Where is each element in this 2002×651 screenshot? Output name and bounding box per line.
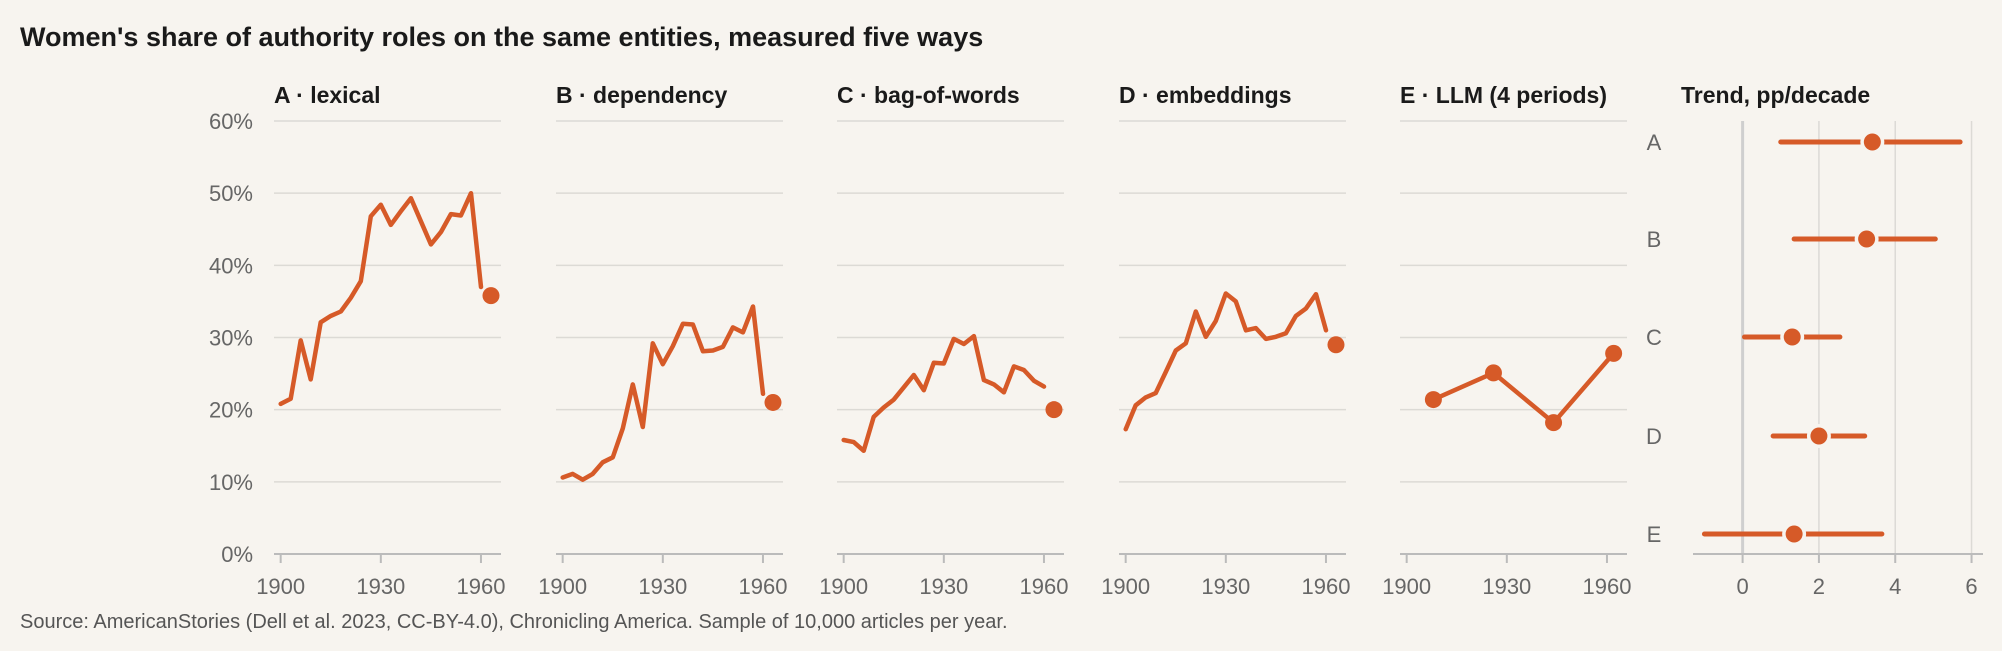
- x-tick-label: 1900: [538, 574, 587, 599]
- y-tick-label: 40%: [209, 253, 253, 278]
- category-label: B: [1647, 227, 1662, 252]
- x-tick-label: 2: [1813, 574, 1825, 599]
- estimate-point: [1810, 427, 1828, 445]
- estimate-point: [1783, 328, 1801, 346]
- series-line: [841, 333, 1047, 454]
- panel-d: D · embeddings 1900 1930 1960: [1101, 82, 1350, 599]
- y-tick-label: 10%: [209, 470, 253, 495]
- panel-c: C · bag-of-words 1900 1930 1960: [819, 82, 1068, 599]
- x-tick-label: 1930: [1201, 574, 1250, 599]
- x-tick-label: 1900: [1382, 574, 1431, 599]
- panel-title: Trend, pp/decade: [1681, 82, 1870, 108]
- endpoint-marker: [1045, 401, 1063, 419]
- y-tick-label: 50%: [209, 181, 253, 206]
- panel-title: B · dependency: [556, 82, 727, 108]
- panel-title: E · LLM (4 periods): [1400, 82, 1607, 108]
- x-tick-label: 1960: [456, 574, 505, 599]
- series-line: [560, 304, 766, 482]
- estimate-point: [1785, 525, 1803, 543]
- endpoint-marker: [1327, 336, 1345, 354]
- x-tick-label: 1900: [819, 574, 868, 599]
- x-tick-label: 1960: [1019, 574, 1068, 599]
- x-tick-label: 1930: [638, 574, 687, 599]
- chart-panels: A · lexical 1900 1930 1960 0% 10% 20% 30% 40% 50%…: [209, 82, 1983, 599]
- panel-trend: Trend, pp/decade 0 2 4 6 A B C D E: [1646, 82, 1983, 599]
- estimate-point: [1863, 133, 1881, 151]
- category-label: C: [1646, 325, 1662, 350]
- data-point: [1545, 414, 1563, 432]
- x-tick-label: 1930: [919, 574, 968, 599]
- endpoint-marker: [764, 393, 782, 411]
- x-tick-label: 1960: [1582, 574, 1631, 599]
- x-tick-label: 1930: [356, 574, 405, 599]
- series-line: [1431, 351, 1616, 425]
- data-point: [1484, 364, 1502, 382]
- x-tick-label: 1900: [1101, 574, 1150, 599]
- panel-e: E · LLM (4 periods) 1900 1930 1960: [1382, 82, 1631, 599]
- x-tick-label: 1960: [738, 574, 787, 599]
- y-tick-label: 60%: [209, 109, 253, 134]
- panel-b: B · dependency 1900 1930 1960: [538, 82, 787, 599]
- category-label: A: [1647, 130, 1662, 155]
- x-tick-label: 1930: [1482, 574, 1531, 599]
- y-tick-label: 20%: [209, 398, 253, 423]
- series-line: [1123, 291, 1329, 432]
- x-tick-label: 1900: [256, 574, 305, 599]
- x-tick-label: 1960: [1301, 574, 1350, 599]
- source-note: Source: AmericanStories (Dell et al. 202…: [20, 611, 1008, 633]
- data-point: [1424, 391, 1442, 409]
- x-tick-label: 4: [1889, 574, 1901, 599]
- x-tick-label: 6: [1965, 574, 1977, 599]
- y-tick-label: 30%: [209, 326, 253, 351]
- panel-a: A · lexical 1900 1930 1960 0% 10% 20% 30% 40% 50%…: [209, 82, 505, 599]
- category-label: D: [1646, 424, 1662, 449]
- panel-title: C · bag-of-words: [837, 82, 1020, 108]
- estimate-point: [1858, 230, 1876, 248]
- chart-title: Women's share of authority roles on the …: [20, 22, 983, 52]
- y-tick-label: 0%: [221, 542, 253, 567]
- panel-title: D · embeddings: [1119, 82, 1292, 108]
- data-point: [1605, 344, 1623, 362]
- category-label: E: [1647, 522, 1662, 547]
- panel-title: A · lexical: [274, 82, 381, 108]
- series-line: [278, 190, 484, 407]
- x-tick-label: 0: [1736, 574, 1748, 599]
- endpoint-marker: [482, 287, 500, 305]
